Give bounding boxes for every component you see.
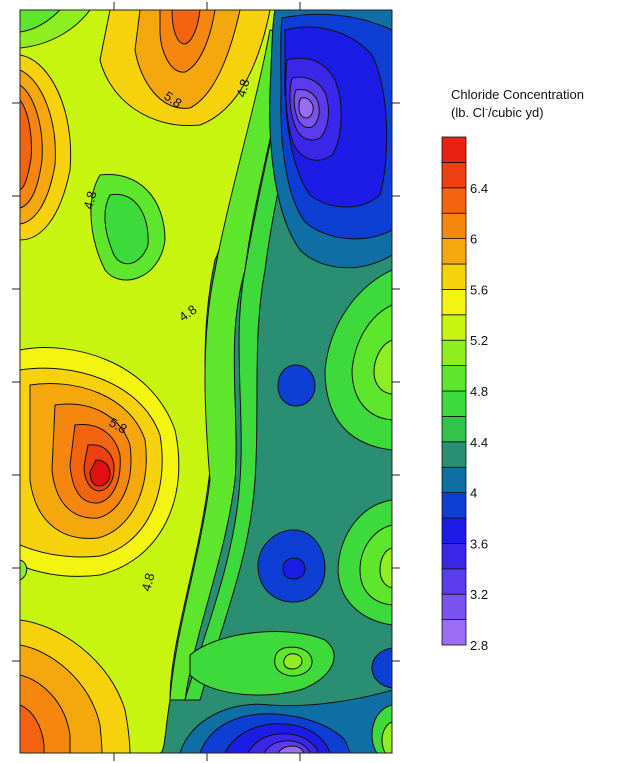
legend-subtitle-suffix: /cubic yd) (488, 105, 544, 120)
contour-label-2: 4.8 (233, 77, 252, 98)
contour-label-6: 4.8 (138, 571, 157, 592)
legend-swatches (441, 136, 467, 646)
legend-subtitle-prefix: (lb. Cl (451, 105, 485, 120)
legend: Chloride Concentration (lb. Cl-/cubic yd… (441, 87, 584, 653)
legend-tick-label: 3.6 (470, 536, 488, 551)
zone-right-blue-spot (371, 647, 392, 689)
legend-tick-label: 3.2 (470, 587, 488, 602)
legend-tick-label: 4.8 (470, 384, 488, 399)
legend-subtitle-superscript: - (485, 104, 488, 114)
legend-title: Chloride Concentration (451, 87, 584, 102)
legend-ticks: 2.8 3.2 3.6 4 4.4 4.8 5.2 5.6 6 6.4 (470, 181, 488, 653)
legend-swatch (441, 492, 467, 519)
legend-swatch (441, 339, 467, 367)
zone-lower-blue-inner (282, 557, 306, 580)
zone-right-green-low-2 (359, 524, 392, 606)
legend-swatch (441, 543, 467, 570)
legend-tick-label: 6.4 (470, 181, 488, 196)
legend-swatch (441, 263, 467, 290)
zone-bottom-green-3 (283, 653, 303, 670)
legend-tick-label: 6 (470, 232, 477, 247)
legend-swatch (441, 136, 467, 163)
legend-swatch (441, 619, 467, 646)
zone-green-core (104, 193, 149, 265)
zone-right-green-2 (351, 304, 392, 421)
zone-bottom-blue-3.0 (277, 745, 305, 753)
legend-swatch (441, 314, 467, 341)
plot-area: 5.8 4.8 4.8 4.8 5.8 4.8 (20, 10, 392, 753)
zone-right-green-3 (373, 339, 392, 395)
legend-swatch (441, 365, 467, 392)
legend-tick-label: 5.2 (470, 333, 488, 348)
zone-right-green-low-3 (379, 547, 392, 589)
contour-label-3: 4.8 (80, 189, 99, 210)
legend-swatch (441, 161, 467, 189)
zone-lime-band (184, 29, 306, 701)
zone-ur-2.8 (298, 97, 314, 119)
zone-upper-left-4 (20, 99, 32, 191)
legend-subtitle: (lb. Cl-/cubic yd) (451, 104, 544, 120)
legend-swatch (441, 238, 467, 265)
legend-tick-label: 5.6 (470, 282, 488, 297)
legend-swatch (441, 288, 467, 316)
legend-swatch (441, 568, 467, 595)
legend-swatch (441, 517, 467, 544)
legend-tick-label: 4.4 (470, 435, 488, 450)
legend-swatch (441, 390, 467, 417)
legend-tick-label: 2.8 (470, 638, 488, 653)
legend-swatch (441, 415, 467, 443)
legend-tick-label: 4 (470, 486, 477, 501)
legend-swatch (441, 187, 467, 214)
zone-top-orange-8 (171, 10, 201, 45)
legend-swatch (441, 593, 467, 621)
legend-swatch (441, 212, 467, 239)
frame-ticks (12, 2, 400, 761)
legend-swatch (441, 466, 467, 494)
legend-swatch (441, 441, 467, 468)
zone-bottom-left-6.2 (20, 704, 45, 753)
zone-mid-blue-outer (277, 364, 316, 407)
zone-midleft-6.6 (89, 459, 111, 487)
